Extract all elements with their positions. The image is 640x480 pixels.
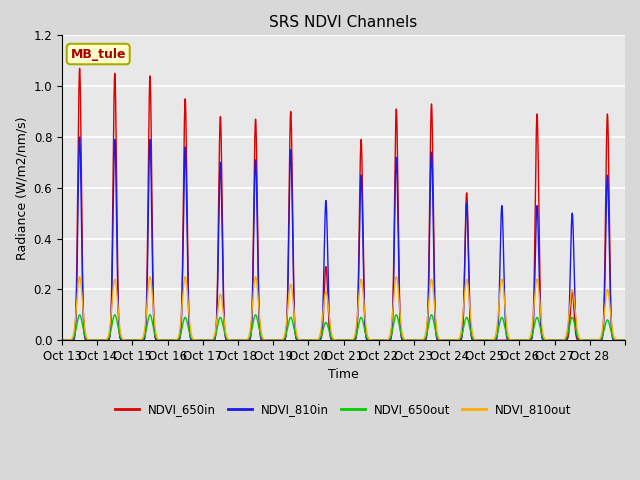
NDVI_650out [476,337,483,343]
NDVI_810out [506,336,513,342]
NDVI_810in [392,186,399,192]
Line: NDVI_650out: NDVI_650out [62,315,625,340]
Legend: NDVI_650in, NDVI_810in, NDVI_650out, NDVI_810out: NDVI_650in, NDVI_810in, NDVI_650out, NDV… [111,398,577,420]
Line: NDVI_650in: NDVI_650in [62,68,625,340]
NDVI_650in [621,337,629,343]
NDVI_810in [262,337,269,343]
NDVI_810out [58,337,66,343]
NDVI_810in [86,337,94,343]
Line: NDVI_810out: NDVI_810out [62,276,625,340]
X-axis label: Time: Time [328,369,359,382]
NDVI_810in [58,337,66,343]
NDVI_810out [86,337,94,343]
NDVI_650in [498,337,506,343]
NDVI_650in [416,337,424,343]
NDVI_810out [392,278,399,284]
NDVI_810out [476,337,483,343]
NDVI_810in [621,337,629,343]
Y-axis label: Radiance (W/m2/nm/s): Radiance (W/m2/nm/s) [15,116,28,260]
NDVI_650in [262,337,269,343]
NDVI_650in [86,337,94,343]
NDVI_650out [262,337,269,343]
NDVI_810out [262,337,269,343]
NDVI_650out [392,314,399,320]
NDVI_650in [58,337,66,343]
NDVI_650in [476,337,483,343]
NDVI_650out [86,337,94,343]
NDVI_650in [76,65,83,71]
NDVI_650out [621,337,629,343]
NDVI_650out [506,337,513,343]
NDVI_810out [621,337,629,343]
NDVI_810out [76,274,83,279]
NDVI_810in [76,134,83,140]
NDVI_810out [416,337,424,343]
NDVI_650out [58,337,66,343]
NDVI_810in [506,337,513,343]
Title: SRS NDVI Channels: SRS NDVI Channels [269,15,418,30]
NDVI_650out [76,312,83,318]
NDVI_650out [416,337,424,343]
NDVI_650in [392,146,399,152]
Text: MB_tule: MB_tule [70,48,126,60]
Line: NDVI_810in: NDVI_810in [62,137,625,340]
NDVI_810in [476,337,483,343]
NDVI_810in [416,337,424,343]
NDVI_650in [506,337,513,343]
